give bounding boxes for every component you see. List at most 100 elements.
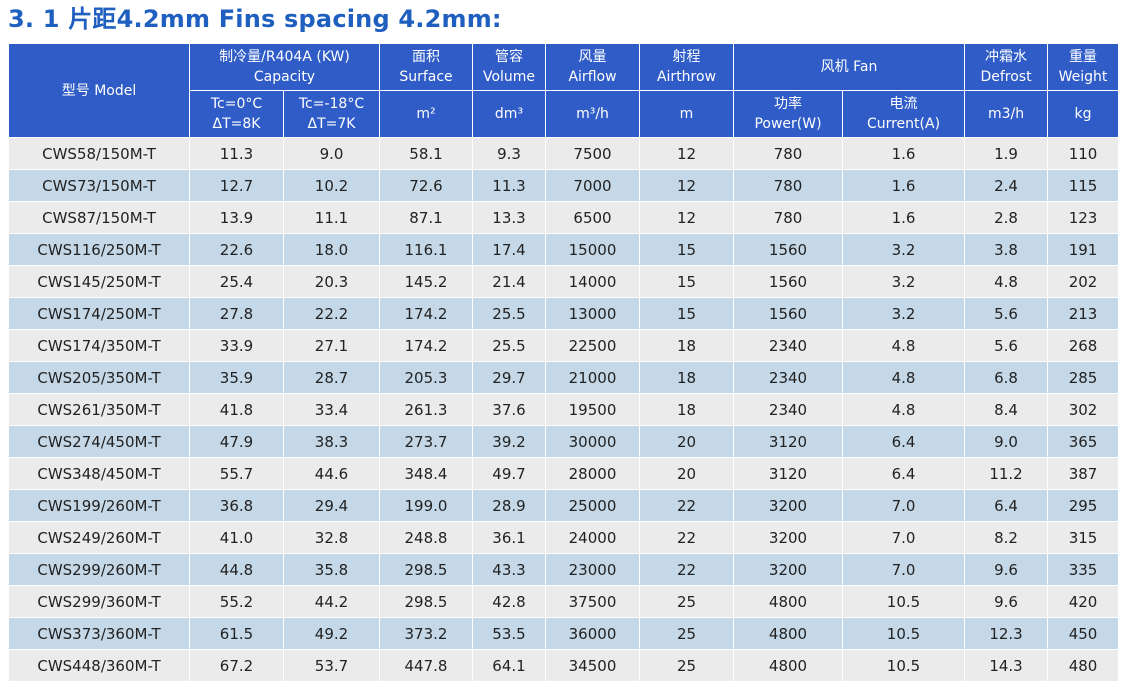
cell-fan-current: 6.4 <box>841 425 966 458</box>
cell-volume: 43.3 <box>472 553 546 586</box>
cell-capacity-tc-18: 49.2 <box>283 617 380 650</box>
cell-surface: 116.1 <box>379 233 473 266</box>
header-model: 型号 Model <box>8 43 190 138</box>
cell-weight: 480 <box>1047 649 1120 682</box>
cell-volume: 25.5 <box>472 297 546 330</box>
header-tc-minus18-delta: ΔT=7K <box>307 116 356 132</box>
cell-volume: 49.7 <box>472 457 546 490</box>
header-defrost-cn: 冲霜水 <box>985 49 1028 65</box>
cell-fan-current: 7.0 <box>841 553 966 586</box>
cell-fan-current: 6.4 <box>841 457 966 490</box>
table-row: CWS249/260M-T 41.0 32.8 248.8 36.1 24000 22 320… <box>8 521 1120 554</box>
header-airthrow-en: Airthrow <box>656 69 717 85</box>
cell-model: CWS299/260M-T <box>8 553 190 586</box>
cell-fan-power: 1560 <box>733 265 843 298</box>
cell-fan-power: 3200 <box>733 489 843 522</box>
cell-capacity-tc-18: 44.6 <box>283 457 380 490</box>
cell-fan-current: 3.2 <box>841 297 966 330</box>
cell-weight: 123 <box>1047 201 1120 234</box>
cell-airflow: 25000 <box>545 489 640 522</box>
cell-model: CWS448/360M-T <box>8 649 190 682</box>
cell-airthrow: 12 <box>639 137 734 170</box>
cell-surface: 174.2 <box>379 329 473 362</box>
cell-capacity-tc0: 33.9 <box>189 329 284 362</box>
cell-model: CWS73/150M-T <box>8 169 190 202</box>
cell-volume: 11.3 <box>472 169 546 202</box>
cell-capacity-tc0: 36.8 <box>189 489 284 522</box>
cell-capacity-tc-18: 33.4 <box>283 393 380 426</box>
cell-model: CWS145/250M-T <box>8 265 190 298</box>
cell-capacity-tc-18: 29.4 <box>283 489 380 522</box>
cell-defrost: 9.6 <box>964 585 1049 618</box>
cell-fan-power: 780 <box>733 201 843 234</box>
header-surface-en: Surface <box>399 69 453 85</box>
cell-defrost: 14.3 <box>964 649 1049 682</box>
header-tc-0: Tc=0°C ΔT=8K <box>189 90 284 138</box>
cell-weight: 387 <box>1047 457 1120 490</box>
table-body: CWS58/150M-T 11.3 9.0 58.1 9.3 7500 12 780 1.6 1.… <box>8 137 1120 682</box>
header-surface: 面积 Surface <box>379 43 473 91</box>
cell-capacity-tc-18: 44.2 <box>283 585 380 618</box>
cell-airthrow: 18 <box>639 393 734 426</box>
cell-model: CWS174/250M-T <box>8 297 190 330</box>
header-row-2: Tc=0°C ΔT=8K Tc=-18°C ΔT=7K m² dm³ m³/h … <box>9 90 1120 138</box>
table-row: CWS87/150M-T 13.9 11.1 87.1 13.3 6500 12 780 1.6… <box>8 201 1120 234</box>
cell-defrost: 1.9 <box>964 137 1049 170</box>
header-airthrow-unit: m <box>639 90 734 138</box>
cell-defrost: 9.6 <box>964 553 1049 586</box>
cell-airthrow: 18 <box>639 329 734 362</box>
cell-defrost: 9.0 <box>964 425 1049 458</box>
cell-model: CWS174/350M-T <box>8 329 190 362</box>
table-row: CWS299/360M-T 55.2 44.2 298.5 42.8 37500 25 480… <box>8 585 1120 618</box>
header-current-en: Current(A) <box>866 116 941 132</box>
cell-weight: 213 <box>1047 297 1120 330</box>
table-row: CWS174/350M-T 33.9 27.1 174.2 25.5 22500 18 234… <box>8 329 1120 362</box>
cell-weight: 450 <box>1047 617 1120 650</box>
table-row: CWS145/250M-T 25.4 20.3 145.2 21.4 14000 15 156… <box>8 265 1120 298</box>
cell-airthrow: 25 <box>639 617 734 650</box>
cell-airthrow: 15 <box>639 265 734 298</box>
cell-airflow: 30000 <box>545 425 640 458</box>
header-row-1: 型号 Model 制冷量/R404A (KW) Capacity 面积 Surf… <box>8 43 1120 138</box>
cell-capacity-tc0: 61.5 <box>189 617 284 650</box>
header-airflow-en: Airflow <box>568 69 617 85</box>
table-row: CWS261/350M-T 41.8 33.4 261.3 37.6 19500 18 234… <box>8 393 1120 426</box>
cell-model: CWS274/450M-T <box>8 425 190 458</box>
table-row: CWS199/260M-T 36.8 29.4 199.0 28.9 25000 22 320… <box>8 489 1120 522</box>
cell-fan-current: 10.5 <box>841 585 966 618</box>
cell-fan-power: 2340 <box>733 393 843 426</box>
cell-volume: 13.3 <box>472 201 546 234</box>
cell-fan-current: 10.5 <box>841 649 966 682</box>
cell-capacity-tc0: 55.7 <box>189 457 284 490</box>
cell-volume: 42.8 <box>472 585 546 618</box>
cell-capacity-tc0: 35.9 <box>189 361 284 394</box>
cell-fan-power: 1560 <box>733 233 843 266</box>
table-row: CWS274/450M-T 47.9 38.3 273.7 39.2 30000 20 312… <box>8 425 1120 458</box>
cell-model: CWS199/260M-T <box>8 489 190 522</box>
cell-airflow: 28000 <box>545 457 640 490</box>
cell-airthrow: 15 <box>639 297 734 330</box>
table-row: CWS373/360M-T 61.5 49.2 373.2 53.5 36000 25 480… <box>8 617 1120 650</box>
cell-volume: 9.3 <box>472 137 546 170</box>
cell-volume: 53.5 <box>472 617 546 650</box>
cell-capacity-tc-18: 10.2 <box>283 169 380 202</box>
cell-surface: 373.2 <box>379 617 473 650</box>
cell-capacity-tc0: 67.2 <box>189 649 284 682</box>
cell-volume: 39.2 <box>472 425 546 458</box>
cell-surface: 298.5 <box>379 585 473 618</box>
cell-defrost: 3.8 <box>964 233 1049 266</box>
cell-surface: 447.8 <box>379 649 473 682</box>
cell-fan-power: 4800 <box>733 649 843 682</box>
cell-airflow: 13000 <box>545 297 640 330</box>
cell-capacity-tc-18: 35.8 <box>283 553 380 586</box>
cell-airflow: 21000 <box>545 361 640 394</box>
cell-capacity-tc0: 22.6 <box>189 233 284 266</box>
cell-capacity-tc-18: 9.0 <box>283 137 380 170</box>
cell-airflow: 34500 <box>545 649 640 682</box>
cell-fan-power: 4800 <box>733 585 843 618</box>
cell-defrost: 2.4 <box>964 169 1049 202</box>
header-tc-0-delta: ΔT=8K <box>212 116 261 132</box>
cell-model: CWS87/150M-T <box>8 201 190 234</box>
cell-fan-power: 3120 <box>733 457 843 490</box>
cell-fan-current: 3.2 <box>841 233 966 266</box>
